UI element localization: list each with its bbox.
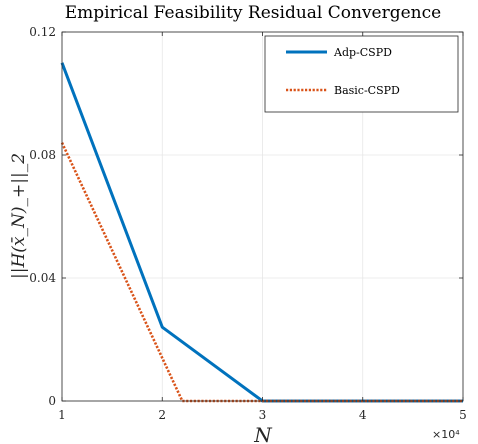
legend-box xyxy=(264,35,459,113)
x-axis-label: N xyxy=(253,423,273,444)
ticks: 1 2 3 4 5 0 0.04 0.08 0.12 xyxy=(29,25,467,422)
x-tick-label: 1 xyxy=(58,408,66,422)
chart-title: Empirical Feasibility Residual Convergen… xyxy=(65,3,441,23)
legend-label: Adp-CSPD xyxy=(333,46,392,59)
x-tick-label: 3 xyxy=(259,408,267,422)
legend-label: Basic-CSPD xyxy=(334,84,400,97)
x-multiplier-label: ×10⁴ xyxy=(432,428,460,441)
y-tick-label: 0.08 xyxy=(29,148,56,162)
x-tick-label: 2 xyxy=(158,408,166,422)
x-tick-label: 5 xyxy=(459,408,467,422)
y-axis-label: ||H(x̄_N)_+||_2 xyxy=(9,153,29,279)
y-tick-label: 0 xyxy=(48,394,56,408)
y-tick-label: 0.12 xyxy=(29,25,56,39)
y-tick-label: 0.04 xyxy=(29,271,56,285)
legend: Adp-CSPD Basic-CSPD xyxy=(264,35,459,113)
x-tick-label: 4 xyxy=(359,408,367,422)
